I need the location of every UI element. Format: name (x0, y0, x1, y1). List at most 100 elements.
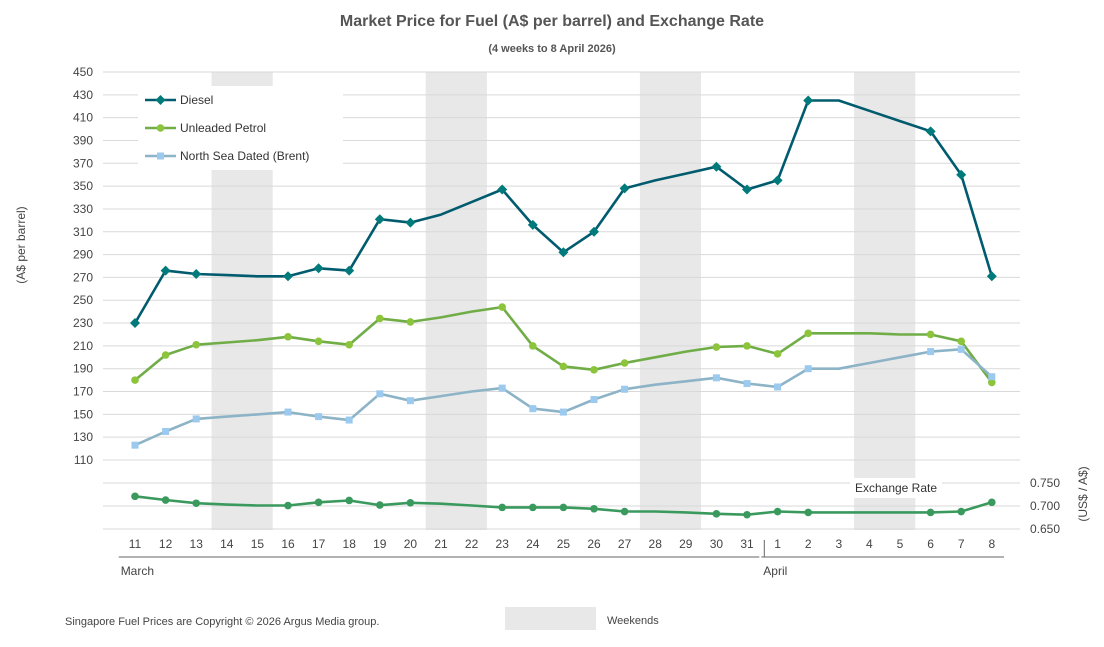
data-point (772, 175, 783, 186)
data-point (406, 318, 415, 326)
weekend-band-3 (639, 72, 702, 530)
y-tick-label: 150 (73, 407, 93, 421)
data-point (559, 408, 567, 416)
y-tick-label: 430 (73, 88, 93, 102)
legend-item-3: North Sea Dated (Brent) (145, 149, 309, 163)
data-point (315, 413, 323, 421)
y-tick-label: 210 (73, 339, 93, 353)
exchange-label-bg (850, 478, 942, 498)
data-point (957, 345, 965, 353)
data-point (529, 503, 537, 512)
series-north-sea-dated-brent (131, 345, 996, 449)
copyright-note: Singapore Fuel Prices are Copyright © 20… (65, 616, 379, 628)
data-point (192, 499, 200, 508)
data-point (314, 498, 323, 507)
data-point (345, 416, 353, 424)
x-tick-label: 17 (312, 537, 326, 551)
weekend-band-4 (854, 72, 916, 530)
weekend-legend-label: Weekends (607, 615, 659, 627)
x-tick-label: 2 (805, 537, 812, 551)
x-tick-label: 15 (251, 537, 265, 551)
gridlines (103, 71, 1020, 530)
data-point (131, 376, 139, 384)
y-tick-right-label: 0.700 (1030, 499, 1060, 513)
data-point (957, 337, 965, 346)
month-label-april: April (763, 564, 787, 578)
y-tick-label: 170 (73, 385, 93, 399)
y-tick-label: 350 (73, 179, 93, 193)
x-tick-label: 27 (618, 537, 632, 551)
x-tick-label: 24 (526, 537, 540, 551)
data-point (742, 184, 752, 195)
y-tick-label: 130 (73, 430, 93, 444)
data-point (406, 397, 414, 405)
data-point (157, 152, 164, 160)
data-point (283, 271, 293, 282)
x-tick-label: 26 (587, 537, 601, 551)
series-exchange-rate (131, 492, 996, 519)
x-tick-label: 20 (404, 537, 418, 551)
x-tick-label: 3 (835, 537, 842, 551)
y-tick-label: 290 (73, 248, 93, 262)
legend-label: Unleaded Petrol (180, 121, 266, 135)
data-point (406, 498, 415, 507)
data-point (804, 365, 812, 373)
data-point (804, 329, 812, 338)
x-tick-label: 30 (710, 537, 724, 551)
data-point (711, 161, 722, 172)
y-tick-label: 250 (73, 293, 93, 307)
x-tick-label: 1 (774, 537, 781, 551)
x-tick-label: 21 (434, 537, 448, 551)
x-tick-label: 4 (866, 537, 873, 551)
data-point (192, 340, 200, 349)
data-point (314, 337, 323, 346)
data-point (590, 396, 598, 404)
x-tick-label: 7 (958, 537, 965, 551)
data-point (589, 226, 599, 237)
data-point (284, 501, 292, 510)
data-point (161, 496, 170, 504)
legend-label: Diesel (180, 93, 213, 107)
data-point (619, 183, 630, 194)
data-point (590, 366, 598, 374)
legend-item-2: Unleaded Petrol (145, 121, 266, 135)
x-tick-label: 18 (343, 537, 357, 551)
y-tick-label: 450 (73, 65, 93, 79)
series (130, 95, 997, 519)
x-tick-label: 14 (220, 537, 234, 551)
data-point (345, 340, 354, 349)
y-axis-right-label: (US$ / A$) (1076, 466, 1090, 521)
legend: Diesel Unleaded Petrol North Sea Dated (Br… (138, 86, 343, 170)
data-point (743, 510, 751, 519)
data-point (374, 214, 385, 225)
data-point (988, 498, 996, 507)
data-point (284, 332, 292, 341)
data-point (621, 385, 629, 393)
x-tick-label: 19 (373, 537, 387, 551)
x-tick-label: 5 (897, 537, 904, 551)
y-tick-label: 310 (73, 225, 93, 239)
data-point (497, 184, 508, 195)
x-tick-label: 13 (190, 537, 204, 551)
data-point (160, 265, 171, 276)
data-point (803, 95, 814, 106)
y-tick-label: 110 (74, 453, 93, 467)
data-point (956, 169, 967, 180)
data-point (191, 268, 202, 279)
x-tick-label: 16 (281, 537, 295, 551)
data-point (130, 318, 140, 329)
series-diesel (130, 95, 997, 329)
y-tick-label: 410 (73, 111, 93, 125)
data-point (344, 265, 355, 276)
y-tick-right-label: 0.750 (1030, 476, 1060, 490)
data-point (376, 501, 384, 509)
x-ticks: 11 12 13 14 15 16 17 18 19 20 21 22 23 24 25 26 27 28 29 30… (129, 537, 996, 551)
data-point (712, 374, 720, 382)
x-tick-label: 11 (129, 537, 142, 551)
y-tick-label: 390 (73, 133, 93, 147)
chart-subtitle: (4 weeks to 8 April 2026) (488, 43, 616, 55)
data-point (804, 508, 812, 517)
data-point (162, 427, 170, 435)
data-point (192, 415, 200, 423)
